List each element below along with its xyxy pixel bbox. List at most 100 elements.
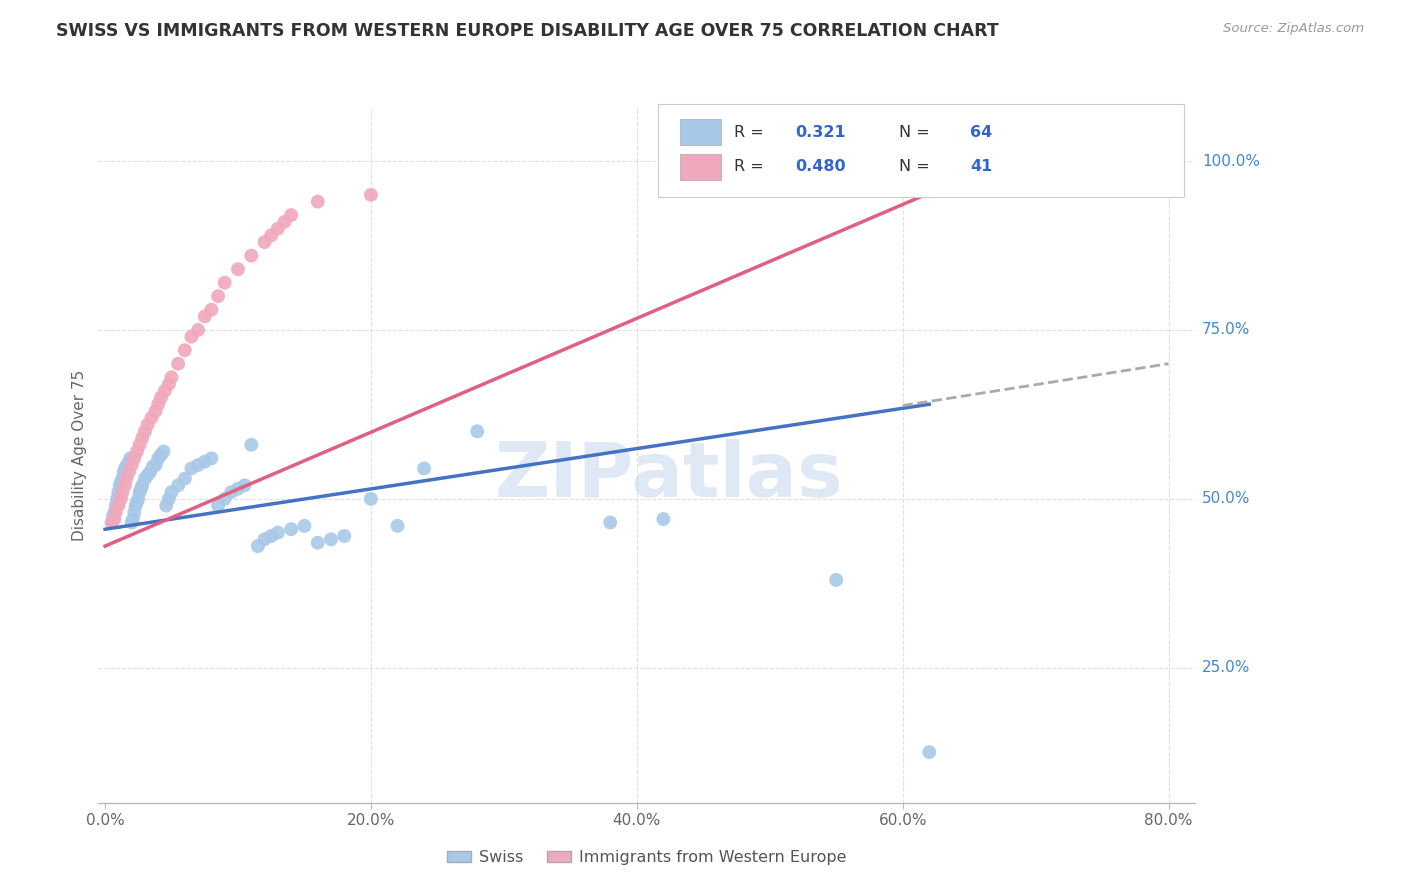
Point: [111, 472, 134, 486]
Point: [187, 323, 209, 337]
Point: [104, 505, 127, 519]
Point: [260, 228, 283, 243]
Point: [125, 495, 148, 509]
Text: 75.0%: 75.0%: [1202, 322, 1250, 337]
Point: [124, 499, 146, 513]
Point: [194, 455, 217, 469]
Point: [128, 438, 150, 452]
Point: [307, 194, 329, 209]
Point: [136, 468, 159, 483]
Point: [253, 235, 276, 249]
Point: [124, 505, 146, 519]
Point: [360, 491, 382, 506]
Point: [125, 444, 148, 458]
Point: [105, 491, 128, 506]
Point: [280, 522, 302, 536]
Point: [110, 491, 132, 506]
Point: [226, 482, 249, 496]
Point: [173, 472, 195, 486]
Point: [107, 485, 129, 500]
Text: ZIPatlas: ZIPatlas: [495, 439, 844, 513]
Point: [957, 154, 980, 169]
Point: [157, 376, 180, 391]
Point: [240, 249, 263, 263]
Point: [214, 491, 236, 506]
Legend: Swiss, Immigrants from Western Europe: Swiss, Immigrants from Western Europe: [440, 844, 853, 871]
Y-axis label: Disability Age Over 75: Disability Age Over 75: [72, 369, 87, 541]
Text: 25.0%: 25.0%: [1202, 660, 1250, 675]
Point: [148, 397, 170, 411]
Text: 0.480: 0.480: [794, 160, 845, 174]
Point: [134, 424, 156, 438]
Point: [825, 573, 848, 587]
Text: R =: R =: [734, 125, 769, 139]
Text: 64: 64: [970, 125, 993, 139]
Point: [200, 302, 222, 317]
Point: [360, 187, 382, 202]
Text: N =: N =: [898, 160, 935, 174]
Point: [131, 478, 153, 492]
Point: [187, 458, 209, 472]
Point: [153, 384, 176, 398]
Point: [240, 438, 263, 452]
Point: [149, 391, 172, 405]
Point: [652, 512, 675, 526]
Point: [103, 512, 125, 526]
Point: [233, 478, 256, 492]
Point: [131, 431, 153, 445]
Point: [918, 745, 941, 759]
Point: [148, 451, 170, 466]
Point: [599, 516, 621, 530]
Text: 41: 41: [970, 160, 993, 174]
Point: [142, 459, 165, 474]
Point: [100, 516, 122, 530]
Point: [207, 289, 229, 303]
Point: [173, 343, 195, 358]
Point: [115, 459, 138, 474]
Point: [118, 455, 141, 469]
Point: [319, 533, 342, 547]
Point: [149, 448, 172, 462]
Point: [104, 499, 127, 513]
Text: 0.321: 0.321: [794, 125, 845, 139]
Point: [118, 465, 141, 479]
Point: [110, 475, 132, 489]
Point: [100, 516, 122, 530]
Point: [127, 491, 149, 506]
Text: R =: R =: [734, 160, 769, 174]
Bar: [679, 153, 721, 180]
Text: SWISS VS IMMIGRANTS FROM WESTERN EUROPE DISABILITY AGE OVER 75 CORRELATION CHART: SWISS VS IMMIGRANTS FROM WESTERN EUROPE …: [56, 22, 1000, 40]
Point: [273, 215, 295, 229]
Point: [333, 529, 356, 543]
Point: [134, 472, 156, 486]
Point: [111, 485, 134, 500]
Point: [101, 508, 124, 523]
Point: [120, 451, 142, 466]
Point: [108, 478, 131, 492]
Point: [180, 461, 202, 475]
Point: [114, 478, 136, 492]
Text: 100.0%: 100.0%: [1202, 153, 1260, 169]
Point: [294, 519, 316, 533]
Point: [194, 310, 217, 324]
Point: [115, 472, 138, 486]
Point: [413, 461, 436, 475]
Point: [465, 424, 488, 438]
Point: [124, 451, 146, 466]
Point: [387, 519, 409, 533]
Point: [267, 221, 290, 235]
Point: [253, 533, 276, 547]
Point: [129, 482, 152, 496]
Point: [107, 499, 129, 513]
Text: 50.0%: 50.0%: [1202, 491, 1250, 507]
Text: N =: N =: [898, 125, 935, 139]
Point: [160, 485, 183, 500]
Point: [167, 357, 190, 371]
Point: [145, 458, 167, 472]
Point: [167, 478, 190, 492]
Point: [139, 465, 162, 479]
Point: [207, 499, 229, 513]
Point: [221, 485, 243, 500]
Point: [121, 458, 143, 472]
Point: [145, 404, 167, 418]
